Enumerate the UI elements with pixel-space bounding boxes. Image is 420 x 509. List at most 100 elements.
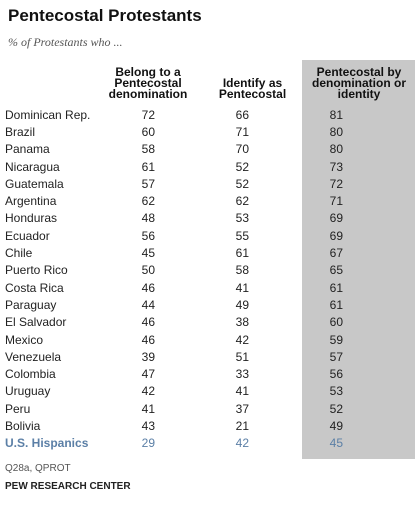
value-belong: 58	[141, 142, 155, 157]
column-header-either: Pentecostal by denomination or identity	[312, 65, 406, 101]
chart-subtitle: % of Protestants who ...	[8, 35, 123, 49]
row-label: Chile	[5, 246, 33, 261]
column-header-belong: Belong to a Pentecostal denomination	[108, 65, 188, 101]
table-row: El Salvador 46 38 60	[0, 314, 403, 331]
table-row: Dominican Rep. 72 66 81	[0, 106, 403, 123]
value-either: 49	[329, 418, 343, 433]
table-row: Venezuela 39 51 57	[0, 348, 403, 365]
row-label: Mexico	[5, 332, 44, 347]
table-row: Chile 45 61 67	[0, 244, 403, 261]
value-identify: 62	[235, 194, 249, 209]
value-belong: 48	[141, 211, 155, 226]
credit-line: PEW RESEARCH CENTER	[5, 481, 131, 492]
value-belong: 46	[141, 315, 155, 330]
value-either: 80	[329, 124, 343, 139]
value-identify: 33	[235, 367, 249, 382]
value-belong: 57	[141, 176, 155, 191]
chart-title: Pentecostal Protestants	[8, 6, 202, 25]
table-row: U.S. Hispanics 29 42 45	[0, 435, 403, 452]
value-identify: 51	[235, 349, 249, 364]
value-identify: 70	[235, 142, 249, 157]
value-either: 53	[329, 384, 343, 399]
value-belong: 29	[141, 436, 155, 451]
value-identify: 42	[235, 332, 249, 347]
table-row: Guatemala 57 52 72	[0, 175, 403, 192]
value-either: 67	[329, 246, 343, 261]
value-belong: 72	[141, 107, 155, 122]
value-belong: 39	[141, 349, 155, 364]
source-note: Q28a, QPROT	[5, 463, 71, 474]
value-belong: 41	[141, 401, 155, 416]
value-either: 81	[329, 107, 343, 122]
row-label: El Salvador	[5, 315, 67, 330]
table-row: Nicaragua 61 52 73	[0, 158, 403, 175]
value-belong: 56	[141, 228, 155, 243]
value-identify: 21	[235, 418, 249, 433]
row-label: Colombia	[5, 367, 56, 382]
row-label: Guatemala	[5, 176, 64, 191]
value-belong: 50	[141, 263, 155, 278]
data-table: Dominican Rep. 72 66 81 Brazil 60 71 80 Panama 58…	[0, 106, 403, 452]
value-identify: 71	[235, 124, 249, 139]
value-identify: 49	[235, 297, 249, 312]
row-label: Panama	[5, 142, 50, 157]
value-either: 69	[329, 228, 343, 243]
row-label: Costa Rica	[5, 280, 64, 295]
value-belong: 43	[141, 418, 155, 433]
table-row: Uruguay 42 41 53	[0, 383, 403, 400]
value-identify: 41	[235, 384, 249, 399]
table-row: Panama 58 70 80	[0, 141, 403, 158]
row-label: Venezuela	[5, 349, 62, 364]
value-identify: 58	[235, 263, 249, 278]
value-belong: 47	[141, 367, 155, 382]
value-either: 59	[329, 332, 343, 347]
value-either: 72	[329, 176, 343, 191]
value-belong: 62	[141, 194, 155, 209]
table-row: Bolivia 43 21 49	[0, 417, 403, 434]
value-identify: 66	[235, 107, 249, 122]
row-label: Bolivia	[5, 418, 41, 433]
value-either: 80	[329, 142, 343, 157]
table-row: Colombia 47 33 56	[0, 365, 403, 382]
value-belong: 61	[141, 159, 155, 174]
row-label: Honduras	[5, 211, 58, 226]
value-either: 52	[329, 401, 343, 416]
table-row: Ecuador 56 55 69	[0, 227, 403, 244]
value-either: 60	[329, 315, 343, 330]
table-row: Puerto Rico 50 58 65	[0, 262, 403, 279]
value-either: 71	[329, 194, 343, 209]
value-identify: 61	[235, 246, 249, 261]
value-belong: 46	[141, 280, 155, 295]
row-label: Peru	[5, 401, 31, 416]
value-either: 45	[329, 436, 343, 451]
value-belong: 42	[141, 384, 155, 399]
table-row: Argentina 62 62 71	[0, 192, 403, 209]
column-header-identify: Identify as Pentecostal	[218, 76, 287, 101]
table-row: Paraguay 44 49 61	[0, 296, 403, 313]
table-row: Costa Rica 46 41 61	[0, 279, 403, 296]
table-row: Mexico 46 42 59	[0, 331, 403, 348]
row-label: Brazil	[5, 124, 36, 139]
value-belong: 44	[141, 297, 155, 312]
value-identify: 38	[235, 315, 249, 330]
value-belong: 45	[141, 246, 155, 261]
row-label: Puerto Rico	[5, 263, 68, 278]
value-either: 57	[329, 349, 343, 364]
row-label: Dominican Rep.	[5, 107, 91, 122]
value-either: 69	[329, 211, 343, 226]
row-label: Paraguay	[5, 297, 57, 312]
value-identify: 52	[235, 176, 249, 191]
value-either: 61	[329, 280, 343, 295]
table-row: Brazil 60 71 80	[0, 123, 403, 140]
value-either: 65	[329, 263, 343, 278]
value-identify: 52	[235, 159, 249, 174]
value-identify: 37	[235, 401, 249, 416]
highlight-column-background	[302, 60, 415, 459]
value-identify: 55	[235, 228, 249, 243]
table-row: Honduras 48 53 69	[0, 210, 403, 227]
row-label: Nicaragua	[5, 159, 60, 174]
value-either: 61	[329, 297, 343, 312]
value-belong: 46	[141, 332, 155, 347]
row-label: Argentina	[5, 194, 57, 209]
row-label: Uruguay	[5, 384, 51, 399]
